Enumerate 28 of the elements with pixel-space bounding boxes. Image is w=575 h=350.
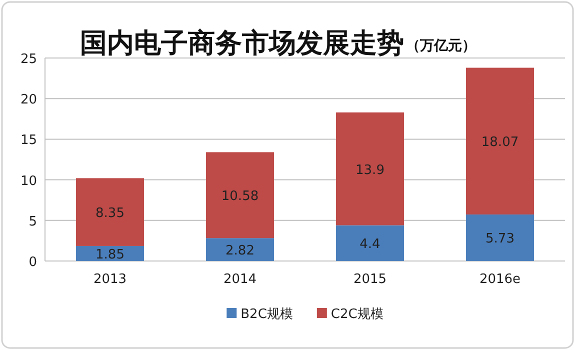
y-tick-label: 0 bbox=[28, 255, 37, 270]
bar bbox=[206, 152, 274, 238]
data-label: 18.07 bbox=[481, 135, 519, 150]
bar bbox=[466, 68, 534, 214]
data-label: 4.4 bbox=[360, 237, 380, 252]
title: 国内电子商务市场发展走势（万亿元） bbox=[80, 28, 476, 59]
data-label: 2.82 bbox=[226, 244, 254, 259]
bar bbox=[206, 238, 274, 261]
x-tick-label: 2013 bbox=[93, 272, 127, 287]
y-tick-label: 10 bbox=[20, 174, 37, 189]
bar bbox=[76, 178, 144, 246]
x-tick-label: 2014 bbox=[223, 272, 257, 287]
data-label: 5.73 bbox=[486, 232, 514, 247]
y-tick-label: 15 bbox=[20, 133, 37, 148]
x-tick-label: 2016e bbox=[479, 272, 521, 287]
x-tick-label: 2015 bbox=[353, 272, 387, 287]
data-label: 13.9 bbox=[356, 162, 384, 178]
bar bbox=[336, 112, 404, 226]
data-label: 10.58 bbox=[221, 189, 259, 204]
legend-label: B2C规模 bbox=[240, 307, 293, 322]
y-tick-label: 20 bbox=[20, 92, 37, 108]
bar bbox=[466, 214, 534, 261]
y-tick-label: 25 bbox=[20, 52, 37, 67]
bar bbox=[336, 225, 404, 261]
data-label: 1.85 bbox=[96, 247, 124, 262]
legend-label: C2C规模 bbox=[330, 307, 384, 322]
data-label: 8.35 bbox=[96, 206, 124, 222]
y-tick-label: 5 bbox=[28, 214, 37, 230]
